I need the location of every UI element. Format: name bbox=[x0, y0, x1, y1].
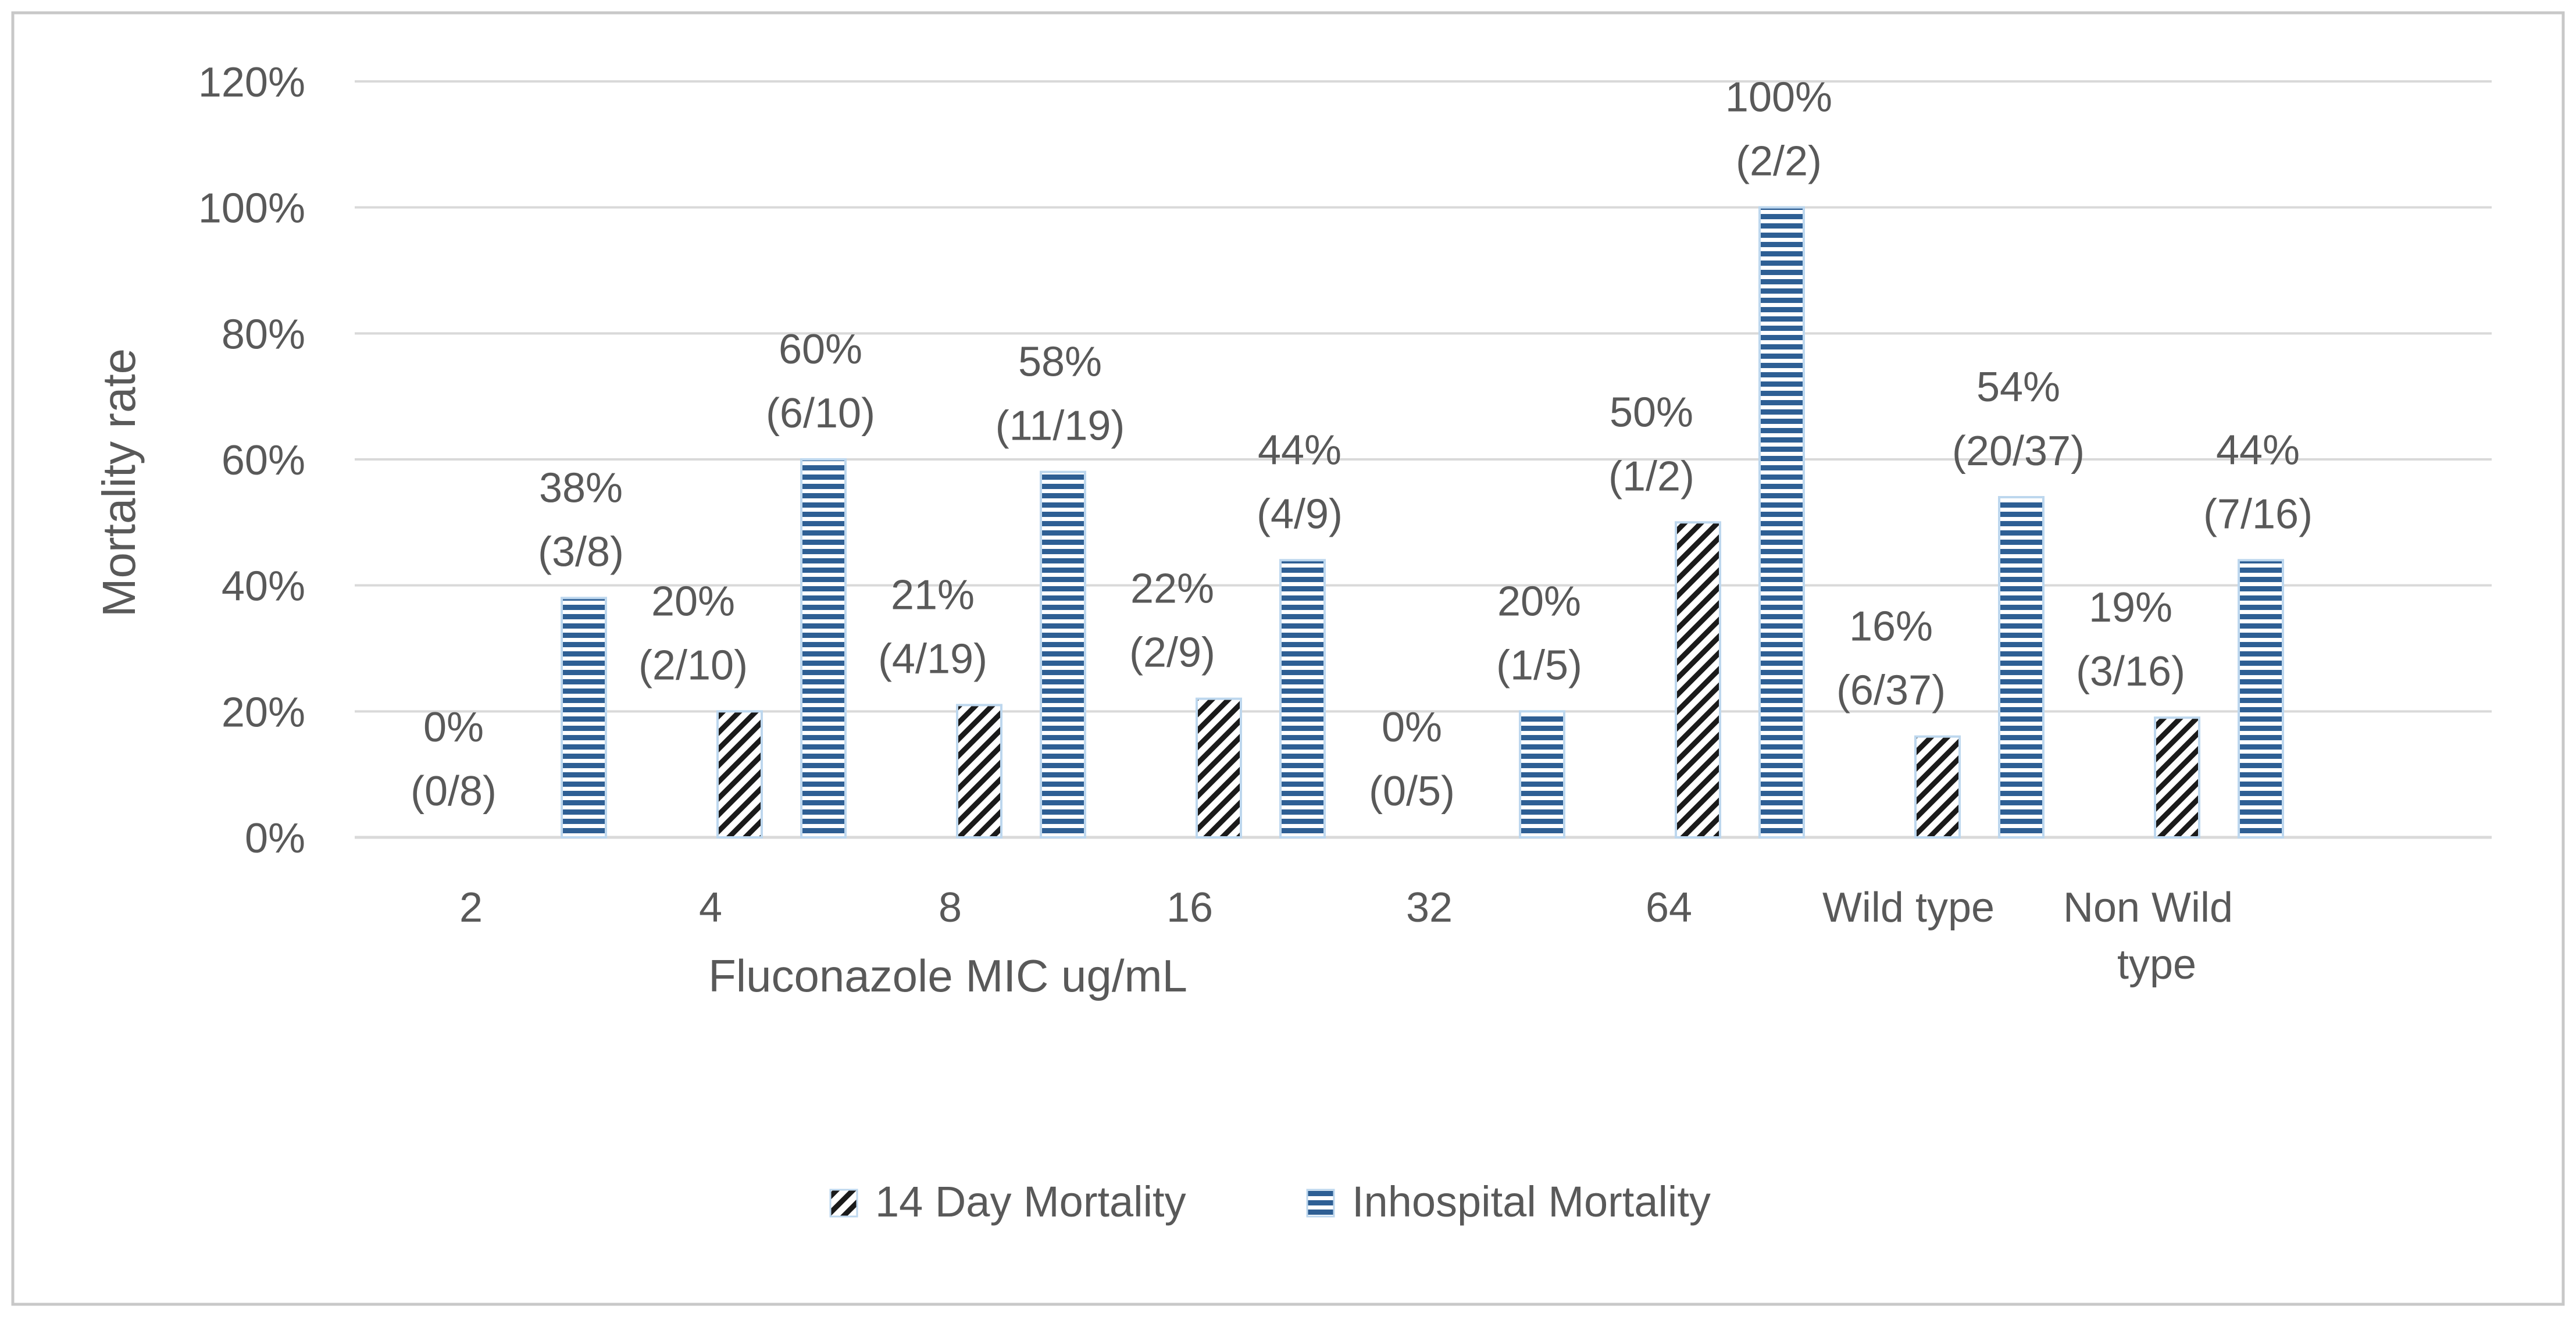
bar-inhospital[interactable] bbox=[1040, 470, 1086, 839]
data-label-percent: 22% bbox=[1130, 566, 1214, 612]
legend: 14 Day Mortality Inhospital Mortality bbox=[829, 1178, 1711, 1226]
data-label-percent: 0% bbox=[1382, 704, 1442, 751]
x-tick-label: 16 bbox=[1166, 884, 1213, 931]
bar-14-day[interactable] bbox=[716, 710, 763, 839]
bar-inhospital[interactable] bbox=[1519, 710, 1565, 839]
data-label-percent: 60% bbox=[779, 326, 862, 373]
data-label-percent: 44% bbox=[1258, 427, 1341, 473]
data-label-percent: 0% bbox=[423, 704, 484, 751]
bar-inhospital[interactable] bbox=[1758, 206, 1805, 839]
legend-label-14-day: 14 Day Mortality bbox=[875, 1178, 1186, 1226]
data-label-percent: 50% bbox=[1610, 389, 1693, 436]
y-tick-label: 80% bbox=[222, 311, 305, 358]
data-label-percent: 20% bbox=[651, 578, 735, 625]
bar-14-day[interactable] bbox=[956, 704, 1002, 839]
data-label-percent: 19% bbox=[2089, 584, 2172, 631]
bar-inhospital[interactable] bbox=[1998, 496, 2045, 839]
x-tick-label: Wild type bbox=[1822, 884, 1995, 931]
data-label-count: (4/19) bbox=[878, 636, 987, 683]
x-tick-label: Non Wild bbox=[2063, 884, 2233, 931]
bar-inhospital[interactable] bbox=[561, 597, 607, 839]
data-label-count: (2/2) bbox=[1736, 138, 1822, 185]
x-tick-label: 32 bbox=[1406, 884, 1453, 931]
data-label-count: (6/10) bbox=[766, 390, 875, 437]
legend-swatch-inhospital bbox=[1306, 1189, 1335, 1218]
data-label-count: (1/2) bbox=[1608, 453, 1694, 500]
x-tick-label: 8 bbox=[939, 884, 962, 931]
data-label-percent: 20% bbox=[1497, 578, 1581, 625]
legend-label-inhospital: Inhospital Mortality bbox=[1352, 1178, 1711, 1226]
data-label-percent: 44% bbox=[2216, 427, 2300, 473]
data-label-count: (3/16) bbox=[2076, 648, 2185, 695]
bar-inhospital[interactable] bbox=[2238, 559, 2284, 839]
data-label-count: (3/8) bbox=[538, 529, 624, 575]
data-label-count: (4/9) bbox=[1257, 491, 1343, 537]
bar-inhospital[interactable] bbox=[800, 458, 847, 839]
y-tick-label: 20% bbox=[222, 689, 305, 736]
x-tick-label: type bbox=[2117, 941, 2196, 988]
data-label-count: (0/8) bbox=[411, 768, 497, 815]
bar-14-day[interactable] bbox=[2154, 716, 2200, 839]
data-label-count: (11/19) bbox=[996, 403, 1125, 449]
data-label-count: (1/5) bbox=[1496, 642, 1582, 688]
x-axis-title: Fluconazole MIC ug/mL bbox=[708, 950, 1187, 1001]
legend-item-14-day[interactable]: 14 Day Mortality bbox=[829, 1178, 1186, 1226]
y-axis-title: Mortality rate bbox=[93, 348, 145, 617]
y-tick-label: 0% bbox=[245, 815, 305, 862]
bar-14-day[interactable] bbox=[1675, 521, 1721, 839]
data-label-count: (2/9) bbox=[1129, 630, 1215, 676]
data-label-percent: 58% bbox=[1018, 339, 1102, 386]
data-label-count: (7/16) bbox=[2203, 491, 2313, 537]
data-label-percent: 38% bbox=[539, 465, 623, 511]
y-tick-label: 120% bbox=[198, 59, 305, 106]
data-label-percent: 54% bbox=[1976, 364, 2060, 411]
x-tick-label: 4 bbox=[699, 884, 722, 931]
data-label-count: (0/5) bbox=[1369, 768, 1455, 815]
data-label-count: (2/10) bbox=[638, 642, 748, 688]
data-label-percent: 16% bbox=[1849, 604, 1933, 650]
bar-inhospital[interactable] bbox=[1279, 559, 1326, 839]
data-label-percent: 21% bbox=[891, 572, 975, 619]
x-tick-label: 64 bbox=[1646, 884, 1692, 931]
legend-swatch-14-day bbox=[829, 1189, 858, 1218]
data-label-count: (6/37) bbox=[1836, 668, 1946, 714]
bar-14-day[interactable] bbox=[1914, 735, 1961, 839]
x-tick-label: 2 bbox=[459, 884, 483, 931]
legend-item-inhospital[interactable]: Inhospital Mortality bbox=[1306, 1178, 1711, 1226]
y-tick-label: 100% bbox=[198, 185, 305, 232]
data-label-percent: 100% bbox=[1725, 74, 1832, 121]
bar-14-day[interactable] bbox=[1196, 697, 1242, 839]
data-label-count: (20/37) bbox=[1952, 428, 2085, 475]
y-tick-label: 40% bbox=[222, 563, 305, 610]
y-tick-label: 60% bbox=[222, 437, 305, 484]
